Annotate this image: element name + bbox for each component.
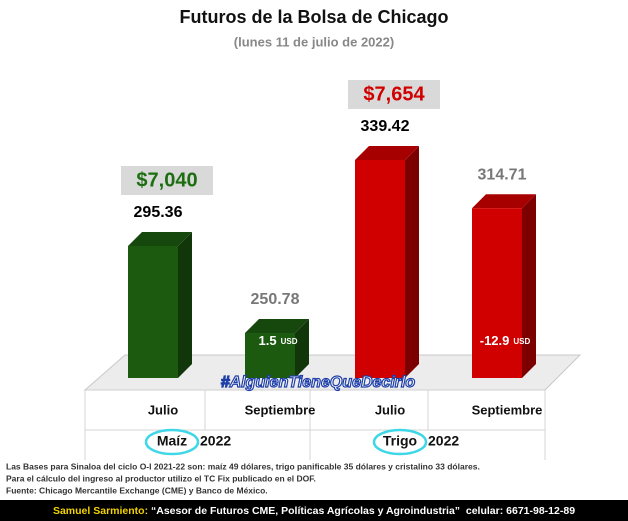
bar <box>472 208 522 378</box>
group-name: Maíz <box>157 433 187 449</box>
note: Para el cálculo del ingreso al productor… <box>6 473 316 483</box>
value-label: 295.36 <box>134 204 183 221</box>
bar <box>355 160 405 378</box>
x-tick-label: Septiembre <box>472 402 543 417</box>
bar-side <box>295 319 309 378</box>
x-tick-label: Julio <box>148 402 178 417</box>
value-label: 250.78 <box>251 291 300 308</box>
bar-side <box>405 146 419 378</box>
bar-top <box>472 194 536 209</box>
group-year: 2022 <box>428 433 459 449</box>
group-name: Trigo <box>383 433 417 449</box>
price-label: $7,040 <box>136 169 197 191</box>
highlight-circle <box>372 428 428 456</box>
price-box <box>348 80 440 109</box>
footer-text: “Asesor de Futuros CME, Políticas Agríco… <box>148 505 575 517</box>
bar-side <box>178 232 192 378</box>
watermark: #AlguienTieneQueDecirlo <box>221 374 416 391</box>
bar-note: -12.9 USD <box>480 333 531 348</box>
price-label: $7,654 <box>363 83 425 105</box>
note: Las Bases para Sinaloa del ciclo O-I 202… <box>6 461 480 471</box>
chart-title: Futuros de la Bolsa de Chicago <box>179 7 448 27</box>
x-tick-label: Julio <box>375 402 405 417</box>
bar <box>128 246 178 378</box>
bar-top <box>128 232 192 247</box>
bar-note-unit: USD <box>281 337 298 346</box>
bars: 295.36 Julio 250.78 1.5 USD Septiembre 339.42 J… <box>121 80 543 456</box>
group-year: 2022 <box>200 433 231 449</box>
bar <box>245 333 295 378</box>
bar-side <box>522 194 536 378</box>
footer-bar <box>0 500 628 521</box>
bar-note-value: -12.9 <box>480 333 510 348</box>
bar-note: 1.5 USD <box>259 333 298 348</box>
note: Fuente: Chicago Mercantile Exchange (CME… <box>6 485 268 495</box>
footer-name: Samuel Sarmiento: <box>53 505 148 517</box>
bar-note-unit: USD <box>513 337 530 346</box>
bar-note-value: 1.5 <box>259 333 277 348</box>
highlight-circle <box>144 428 200 456</box>
chart-subtitle: (lunes 11 de julio de 2022) <box>234 34 394 49</box>
value-label: 339.42 <box>361 118 410 135</box>
bar-top <box>245 319 309 334</box>
price-box <box>121 166 213 196</box>
value-label: 314.71 <box>478 166 527 183</box>
bar-top <box>355 146 419 160</box>
x-tick-label: Septiembre <box>245 402 316 417</box>
footer: Samuel Sarmiento: “Asesor de Futuros CME… <box>53 505 575 517</box>
